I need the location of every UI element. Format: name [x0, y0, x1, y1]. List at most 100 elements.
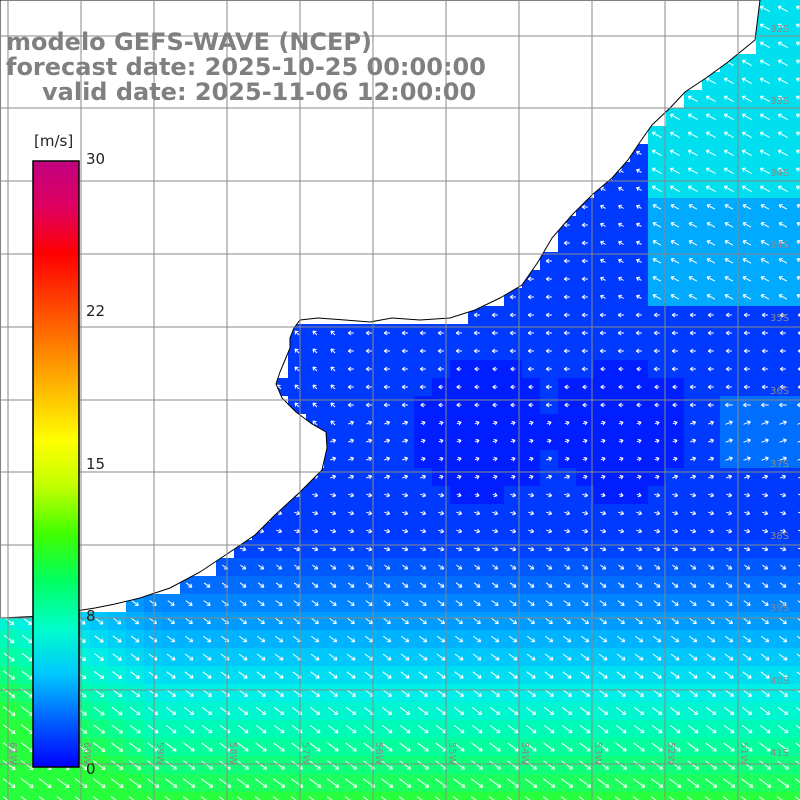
wind-arrow [760, 204, 770, 210]
wind-arrow [705, 131, 716, 139]
wind-arrow [776, 796, 783, 800]
wind-arrow [742, 276, 752, 282]
wind-arrow [166, 653, 176, 661]
wind-arrow [652, 294, 662, 300]
wind-arrow [185, 618, 193, 625]
wind-arrow [779, 384, 786, 390]
wind-cell [792, 414, 800, 432]
lat-label-38s: 38S [770, 531, 790, 542]
wind-arrow [256, 653, 266, 661]
wind-arrow [438, 384, 444, 390]
wind-cell [792, 648, 800, 666]
wind-cell [234, 792, 252, 800]
wind-cell [792, 612, 800, 630]
wind-arrow [563, 618, 571, 625]
wind-arrow [420, 510, 427, 516]
wind-arrow [563, 546, 571, 552]
lat-label-37s: 37S [770, 459, 790, 470]
wind-arrow [562, 635, 572, 643]
wind-arrow [687, 185, 698, 193]
wind-arrow [20, 796, 27, 800]
wind-arrow [581, 600, 589, 606]
wind-arrow [618, 258, 624, 264]
wind-arrow [310, 671, 320, 679]
wind-cell [324, 792, 342, 800]
wind-arrow [417, 707, 429, 716]
wind-arrow [671, 348, 678, 354]
wind-arrow [110, 760, 124, 770]
wind-arrow [762, 510, 769, 516]
wind-cell [396, 792, 414, 800]
wind-arrow [779, 618, 787, 625]
wind-arrow [218, 796, 225, 800]
wind-arrow [381, 707, 393, 716]
wind-arrow [275, 600, 283, 606]
wind-arrow [474, 438, 480, 444]
wind-arrow [795, 707, 800, 711]
wind-arrow [634, 689, 644, 697]
wind-arrow [795, 760, 800, 765]
wind-arrow [688, 653, 698, 661]
wind-arrow [272, 796, 279, 800]
wind-cell [792, 504, 800, 522]
wind-arrow [618, 438, 624, 444]
wind-arrow [795, 59, 800, 64]
wind-cell [792, 90, 800, 108]
wind-arrow [776, 778, 790, 788]
wind-arrow [686, 778, 700, 788]
lat-label-34s-a: 34S [770, 168, 790, 179]
wind-arrow [256, 635, 266, 643]
wind-arrow [600, 204, 606, 210]
wind-arrow [617, 546, 625, 552]
wind-arrow [600, 492, 606, 498]
wind-cell [360, 792, 378, 800]
wind-arrow [654, 510, 661, 516]
wind-arrow [581, 348, 588, 354]
wind-arrow [581, 294, 588, 300]
wind-arrow [362, 796, 369, 800]
wind-arrow [779, 420, 787, 425]
wind-arrow [471, 742, 483, 752]
wind-arrow [741, 131, 752, 139]
wind-arrow [600, 222, 606, 228]
wind-arrow [507, 760, 519, 770]
wind-arrow [453, 742, 465, 752]
wind-arrow [726, 474, 733, 480]
wind-arrow [652, 240, 662, 246]
wind-arrow [653, 312, 660, 318]
wind-arrow [202, 653, 212, 661]
wind-arrow [167, 618, 175, 625]
wind-arrow [687, 724, 699, 734]
wind-arrow [492, 510, 499, 516]
wind-cell [216, 792, 234, 800]
wind-arrow [561, 707, 573, 716]
wind-arrow [312, 366, 318, 372]
wind-arrow [688, 294, 698, 300]
colorbar-bar [32, 160, 80, 768]
wind-arrow [636, 474, 642, 480]
wind-arrow [688, 689, 698, 697]
wind-arrow [438, 474, 444, 480]
wind-arrow [798, 476, 800, 479]
wind-arrow [564, 528, 571, 534]
wind-arrow [347, 402, 354, 408]
wind-arrow [582, 528, 589, 534]
wind-arrow [381, 760, 393, 770]
wind-arrow [330, 348, 336, 354]
wind-arrow [723, 742, 735, 752]
wind-arrow [528, 474, 534, 480]
wind-arrow [795, 95, 800, 100]
wind-arrow [760, 653, 770, 661]
wind-arrow [600, 402, 606, 408]
wind-arrow [725, 402, 733, 408]
wind-arrow [670, 689, 680, 697]
wind-arrow [383, 330, 390, 336]
wind-arrow [273, 724, 285, 734]
wind-arrow [528, 420, 534, 426]
wind-arrow [344, 796, 351, 800]
wind-arrow [472, 671, 482, 679]
wind-arrow [582, 420, 588, 426]
wind-arrow [327, 760, 339, 770]
wind-arrow [129, 742, 141, 752]
wind-arrow [201, 707, 213, 716]
